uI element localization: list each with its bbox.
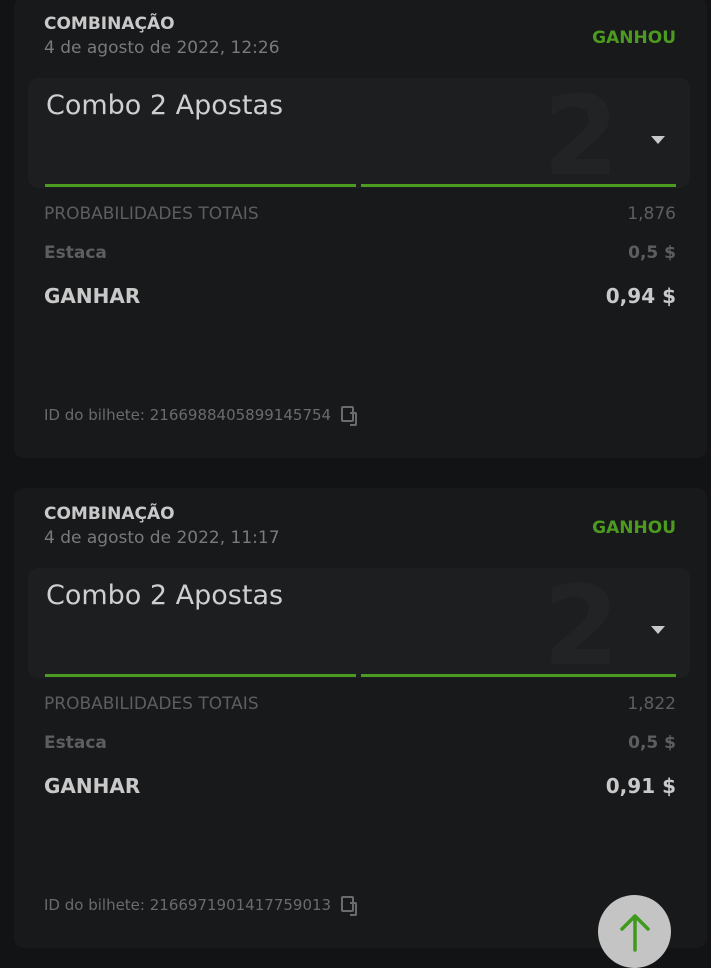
progress-segment — [45, 674, 356, 677]
ticket-id-value: 2166971901417759013 — [149, 896, 332, 914]
combo-title: Combo 2 Apostas — [46, 90, 284, 121]
scroll-to-top-button[interactable] — [598, 895, 671, 968]
stake-label: Estaca — [44, 733, 107, 753]
ticket-id: ID do bilhete: 2166971901417759013 — [44, 896, 359, 916]
ticket-id-label: ID do bilhete: — [44, 406, 145, 424]
caret-down-icon[interactable] — [651, 626, 665, 634]
caret-down-icon[interactable] — [651, 136, 665, 144]
bet-type: COMBINAÇÃO — [44, 504, 175, 524]
ticket-id-label: ID do bilhete: — [44, 896, 145, 914]
stake-value: 0,5 $ — [628, 733, 676, 753]
ticket-card: COMBINAÇÃO 4 de agosto de 2022, 12:26 GA… — [14, 0, 707, 458]
progress-segment — [45, 184, 356, 187]
progress-segment — [361, 184, 676, 187]
win-value: 0,91 $ — [605, 774, 676, 798]
combo-count: 2 — [543, 568, 620, 678]
stake-label: Estaca — [44, 243, 107, 263]
combo-count: 2 — [543, 78, 620, 188]
arrow-up-icon — [619, 913, 650, 952]
win-label: GANHAR — [44, 774, 141, 798]
odds-row: PROBABILIDADES TOTAIS 1,876 — [44, 204, 676, 224]
combo-title: Combo 2 Apostas — [46, 580, 284, 611]
win-row: GANHAR 0,91 $ — [44, 774, 676, 798]
combo-dropdown[interactable]: 2 Combo 2 Apostas — [28, 568, 690, 678]
progress-segment — [361, 674, 676, 677]
bet-date: 4 de agosto de 2022, 11:17 — [44, 528, 280, 548]
bet-type: COMBINAÇÃO — [44, 14, 175, 34]
stake-row: Estaca 0,5 $ — [44, 243, 676, 263]
ticket-id: ID do bilhete: 2166988405899145754 — [44, 406, 359, 426]
odds-value: 1,822 — [627, 694, 676, 714]
status-badge: GANHOU — [592, 518, 676, 538]
stake-row: Estaca 0,5 $ — [44, 733, 676, 753]
copy-icon[interactable] — [341, 406, 359, 426]
bet-date: 4 de agosto de 2022, 12:26 — [44, 38, 280, 58]
win-label: GANHAR — [44, 284, 141, 308]
stake-value: 0,5 $ — [628, 243, 676, 263]
win-value: 0,94 $ — [605, 284, 676, 308]
win-row: GANHAR 0,94 $ — [44, 284, 676, 308]
copy-icon[interactable] — [341, 896, 359, 916]
odds-label: PROBABILIDADES TOTAIS — [44, 204, 259, 224]
combo-dropdown[interactable]: 2 Combo 2 Apostas — [28, 78, 690, 188]
ticket-card: COMBINAÇÃO 4 de agosto de 2022, 11:17 GA… — [14, 488, 707, 948]
odds-row: PROBABILIDADES TOTAIS 1,822 — [44, 694, 676, 714]
status-badge: GANHOU — [592, 28, 676, 48]
odds-value: 1,876 — [627, 204, 676, 224]
odds-label: PROBABILIDADES TOTAIS — [44, 694, 259, 714]
ticket-id-value: 2166988405899145754 — [149, 406, 332, 424]
